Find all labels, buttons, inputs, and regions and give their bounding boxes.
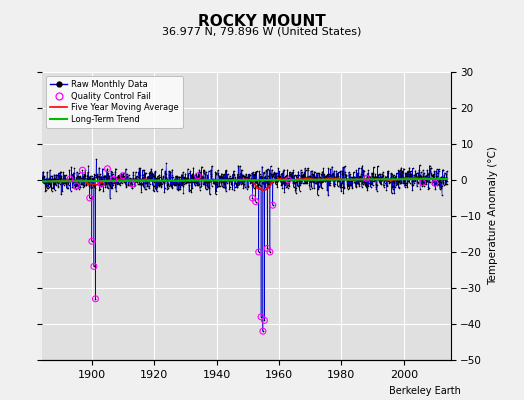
Point	[91, 296, 100, 302]
Text: 36.977 N, 79.896 W (United States): 36.977 N, 79.896 W (United States)	[162, 26, 362, 36]
Point	[431, 180, 439, 186]
Text: ROCKY MOUNT: ROCKY MOUNT	[198, 14, 326, 29]
Point	[194, 173, 202, 179]
Legend: Raw Monthly Data, Quality Control Fail, Five Year Moving Average, Long-Term Tren: Raw Monthly Data, Quality Control Fail, …	[46, 76, 183, 128]
Point	[260, 317, 269, 324]
Point	[78, 167, 86, 173]
Point	[362, 175, 370, 182]
Point	[284, 177, 292, 183]
Point	[255, 249, 263, 255]
Point	[418, 179, 427, 186]
Point	[90, 263, 98, 270]
Point	[110, 176, 118, 182]
Point	[252, 198, 260, 205]
Point	[85, 195, 94, 201]
Point	[257, 314, 265, 320]
Point	[269, 202, 277, 208]
Point	[88, 238, 96, 244]
Point	[72, 183, 80, 189]
Point	[248, 195, 257, 201]
Point	[103, 166, 112, 172]
Text: Berkeley Earth: Berkeley Earth	[389, 386, 461, 396]
Point	[66, 176, 74, 182]
Point	[97, 181, 105, 187]
Y-axis label: Temperature Anomaly (°C): Temperature Anomaly (°C)	[488, 146, 498, 286]
Point	[263, 245, 271, 252]
Point	[259, 328, 267, 334]
Point	[119, 172, 127, 179]
Point	[128, 181, 137, 187]
Point	[266, 249, 274, 255]
